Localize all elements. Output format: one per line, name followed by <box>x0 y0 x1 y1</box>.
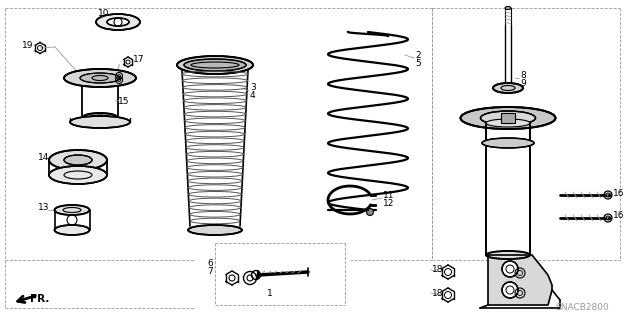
Text: 7: 7 <box>207 266 212 276</box>
Text: 2: 2 <box>415 50 420 60</box>
Circle shape <box>502 282 518 298</box>
Ellipse shape <box>461 107 556 129</box>
Ellipse shape <box>481 111 536 125</box>
Text: 3: 3 <box>250 84 256 93</box>
Ellipse shape <box>482 138 534 148</box>
Ellipse shape <box>486 251 530 259</box>
Text: 15: 15 <box>118 98 129 107</box>
Ellipse shape <box>64 69 136 87</box>
Ellipse shape <box>107 18 129 26</box>
Ellipse shape <box>64 155 92 165</box>
Text: 5: 5 <box>415 58 420 68</box>
Text: 14: 14 <box>38 153 49 162</box>
Ellipse shape <box>184 59 246 71</box>
Text: 6: 6 <box>207 258 212 268</box>
Bar <box>501 113 515 123</box>
Text: 17: 17 <box>133 55 145 63</box>
Text: 9: 9 <box>520 78 525 87</box>
Ellipse shape <box>493 83 523 93</box>
Ellipse shape <box>49 150 107 170</box>
Ellipse shape <box>80 73 120 83</box>
Text: 16: 16 <box>613 189 625 197</box>
Ellipse shape <box>505 6 511 10</box>
Ellipse shape <box>49 166 107 184</box>
Text: 10: 10 <box>98 10 109 19</box>
Polygon shape <box>488 255 552 305</box>
Text: 16: 16 <box>613 211 625 220</box>
Circle shape <box>367 209 374 216</box>
Text: 18: 18 <box>432 288 444 298</box>
Ellipse shape <box>70 116 130 128</box>
Ellipse shape <box>486 119 530 127</box>
Text: FR.: FR. <box>30 294 49 304</box>
Text: 8: 8 <box>520 70 525 79</box>
Text: 18: 18 <box>432 265 444 275</box>
Text: 11: 11 <box>383 190 394 199</box>
Text: 1: 1 <box>267 288 273 298</box>
Ellipse shape <box>82 113 118 123</box>
Ellipse shape <box>96 14 140 30</box>
Ellipse shape <box>54 225 90 235</box>
Text: SNACB2800: SNACB2800 <box>555 303 609 313</box>
Circle shape <box>502 261 518 277</box>
Text: 13: 13 <box>38 204 49 212</box>
Ellipse shape <box>188 225 242 235</box>
Text: 4: 4 <box>250 92 255 100</box>
Ellipse shape <box>54 205 90 215</box>
Text: 19: 19 <box>22 41 33 49</box>
Text: 12: 12 <box>383 198 394 207</box>
Ellipse shape <box>177 56 253 74</box>
